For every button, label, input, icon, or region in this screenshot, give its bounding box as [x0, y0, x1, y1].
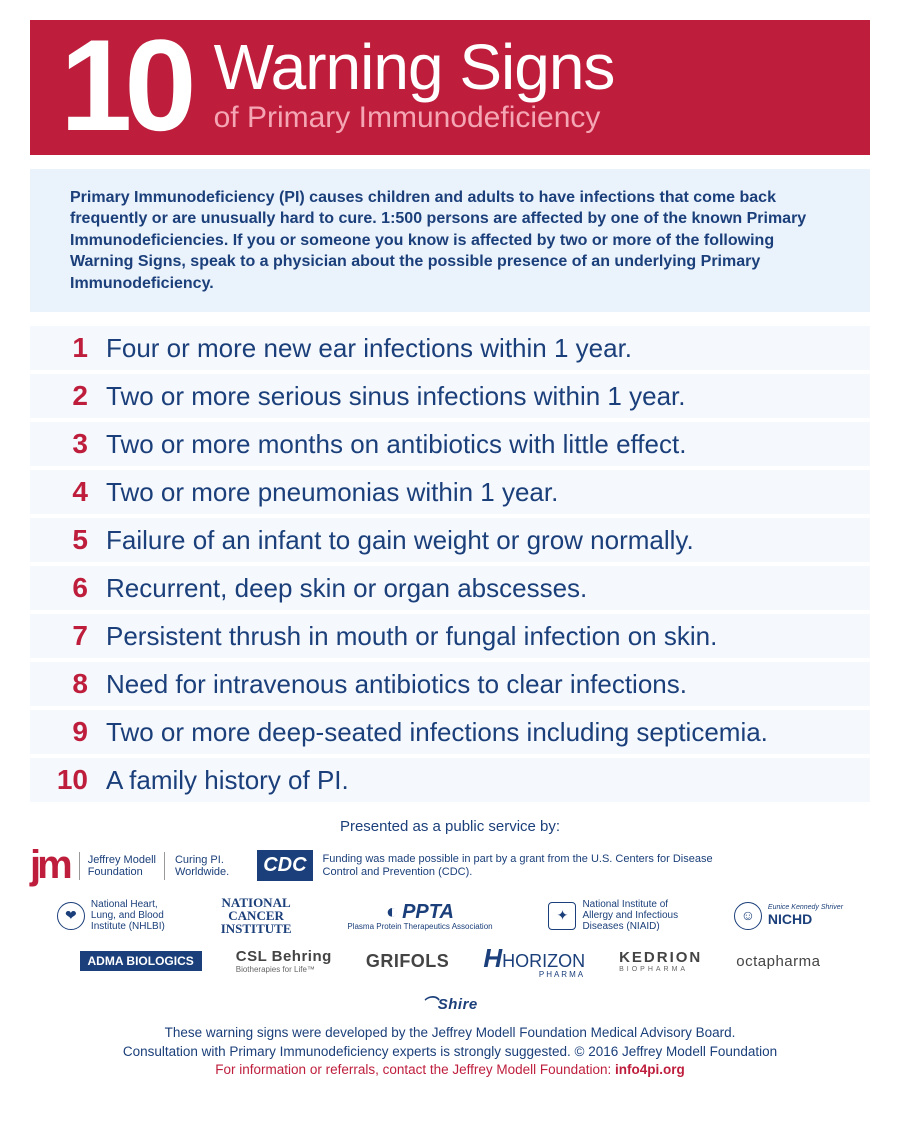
item-number: 10: [50, 764, 106, 796]
list-item: 2Two or more serious sinus infections wi…: [30, 374, 870, 418]
horizon-logo: HHORIZON PHARMA: [483, 943, 585, 979]
jm-logo-icon: jm: [30, 843, 69, 888]
cdc-logo-icon: CDC: [257, 850, 312, 881]
item-number: 3: [50, 428, 106, 460]
item-number: 6: [50, 572, 106, 604]
item-number: 2: [50, 380, 106, 412]
grifols-logo: GRIFOLS: [366, 951, 450, 972]
disclaimer-line1: These warning signs were developed by th…: [30, 1024, 870, 1042]
cdc-block: CDC Funding was made possible in part by…: [257, 850, 870, 881]
ppta-text: PPTA: [402, 901, 454, 923]
nhlbi-text: National Heart, Lung, and Blood Institut…: [91, 899, 165, 932]
kedrion-sub: BIOPHARMA: [619, 966, 702, 973]
horizon-text: HORIZON: [502, 951, 585, 971]
item-text: Two or more deep-seated infections inclu…: [106, 717, 768, 748]
item-text: Recurrent, deep skin or organ abscesses.: [106, 573, 587, 604]
octapharma-logo: octapharma: [736, 953, 820, 970]
intro-paragraph: Primary Immunodeficiency (PI) causes chi…: [30, 169, 870, 313]
kedrion-text: KEDRION: [619, 949, 702, 966]
item-text: Four or more new ear infections within 1…: [106, 333, 632, 364]
shire-logo: ⌒Shire: [422, 993, 478, 1014]
kedrion-logo: KEDRION BIOPHARMA: [619, 949, 702, 973]
item-text: Need for intravenous antibiotics to clea…: [106, 669, 687, 700]
disclaimer-line2: Consultation with Primary Immunodeficien…: [30, 1043, 870, 1061]
list-item: 1Four or more new ear infections within …: [30, 326, 870, 370]
adma-logo: ADMA BIOLOGICS: [80, 951, 202, 971]
list-item: 5Failure of an infant to gain weight or …: [30, 518, 870, 562]
nichd-icon: ☺: [734, 902, 762, 930]
shire-icon: ⌒: [422, 996, 438, 1013]
item-number: 1: [50, 332, 106, 364]
item-text: Two or more pneumonias within 1 year.: [106, 477, 558, 508]
item-number: 9: [50, 716, 106, 748]
disclaimer: These warning signs were developed by th…: [30, 1024, 870, 1079]
presented-by: Presented as a public service by:: [30, 818, 870, 835]
jm-tagline: Curing PI. Worldwide.: [175, 854, 229, 878]
item-text: Failure of an infant to gain weight or g…: [106, 525, 694, 556]
jm-name: Jeffrey Modell Foundation: [79, 852, 165, 880]
nichd-logo: ☺ Eunice Kennedy Shriver NICHD: [734, 902, 843, 930]
header-title-block: Warning Signs of Primary Immunodeficienc…: [214, 35, 615, 135]
item-number: 8: [50, 668, 106, 700]
ppta-icon: ◐: [386, 901, 398, 923]
logo-row-institutes: ❤ National Heart, Lung, and Blood Instit…: [30, 896, 870, 935]
header-number: 10: [60, 30, 189, 141]
contact-line: For information or referrals, contact th…: [30, 1061, 870, 1079]
item-text: Two or more months on antibiotics with l…: [106, 429, 686, 460]
ppta-logo: ◐ PPTA Plasma Protein Therapeutics Assoc…: [347, 901, 492, 932]
jm-foundation-logo: jm Jeffrey Modell Foundation Curing PI. …: [30, 843, 229, 888]
item-text: Persistent thrush in mouth or fungal inf…: [106, 621, 717, 652]
footer: Presented as a public service by: jm Jef…: [30, 818, 870, 1079]
nhlbi-icon: ❤: [57, 902, 85, 930]
csl-logo: CSL Behring Biotherapies for Life™: [236, 948, 332, 974]
logo-row-primary: jm Jeffrey Modell Foundation Curing PI. …: [30, 843, 870, 888]
niaid-text: National Institute of Allergy and Infect…: [582, 899, 678, 932]
csl-tag: Biotherapies for Life™: [236, 965, 332, 974]
list-item: 7Persistent thrush in mouth or fungal in…: [30, 614, 870, 658]
cdc-text: Funding was made possible in part by a g…: [323, 853, 743, 879]
list-item: 6Recurrent, deep skin or organ abscesses…: [30, 566, 870, 610]
list-item: 4Two or more pneumonias within 1 year.: [30, 470, 870, 514]
horizon-h-icon: H: [483, 943, 502, 973]
item-text: Two or more serious sinus infections wit…: [106, 381, 685, 412]
nci-logo: NATIONAL CANCER INSTITUTE: [221, 896, 292, 935]
header-banner: 10 Warning Signs of Primary Immunodefici…: [30, 20, 870, 155]
item-text: A family history of PI.: [106, 765, 349, 796]
list-item: 9Two or more deep-seated infections incl…: [30, 710, 870, 754]
header-subtitle: of Primary Immunodeficiency: [214, 101, 615, 135]
shire-text: Shire: [438, 996, 478, 1013]
nhlbi-logo: ❤ National Heart, Lung, and Blood Instit…: [57, 899, 165, 932]
item-number: 4: [50, 476, 106, 508]
ppta-subtitle: Plasma Protein Therapeutics Association: [347, 923, 492, 932]
warning-signs-list: 1Four or more new ear infections within …: [30, 326, 870, 802]
nichd-text: NICHD: [768, 912, 843, 927]
csl-text: CSL Behring: [236, 948, 332, 965]
list-item: 10A family history of PI.: [30, 758, 870, 802]
item-number: 5: [50, 524, 106, 556]
contact-prefix: For information or referrals, contact th…: [215, 1062, 615, 1077]
niaid-logo: ✦ National Institute of Allergy and Infe…: [548, 899, 678, 932]
contact-link[interactable]: info4pi.org: [615, 1062, 685, 1077]
list-item: 3Two or more months on antibiotics with …: [30, 422, 870, 466]
list-item: 8Need for intravenous antibiotics to cle…: [30, 662, 870, 706]
logo-row-sponsors: ADMA BIOLOGICS CSL Behring Biotherapies …: [30, 943, 870, 1014]
header-title: Warning Signs: [214, 35, 615, 99]
item-number: 7: [50, 620, 106, 652]
niaid-icon: ✦: [548, 902, 576, 930]
